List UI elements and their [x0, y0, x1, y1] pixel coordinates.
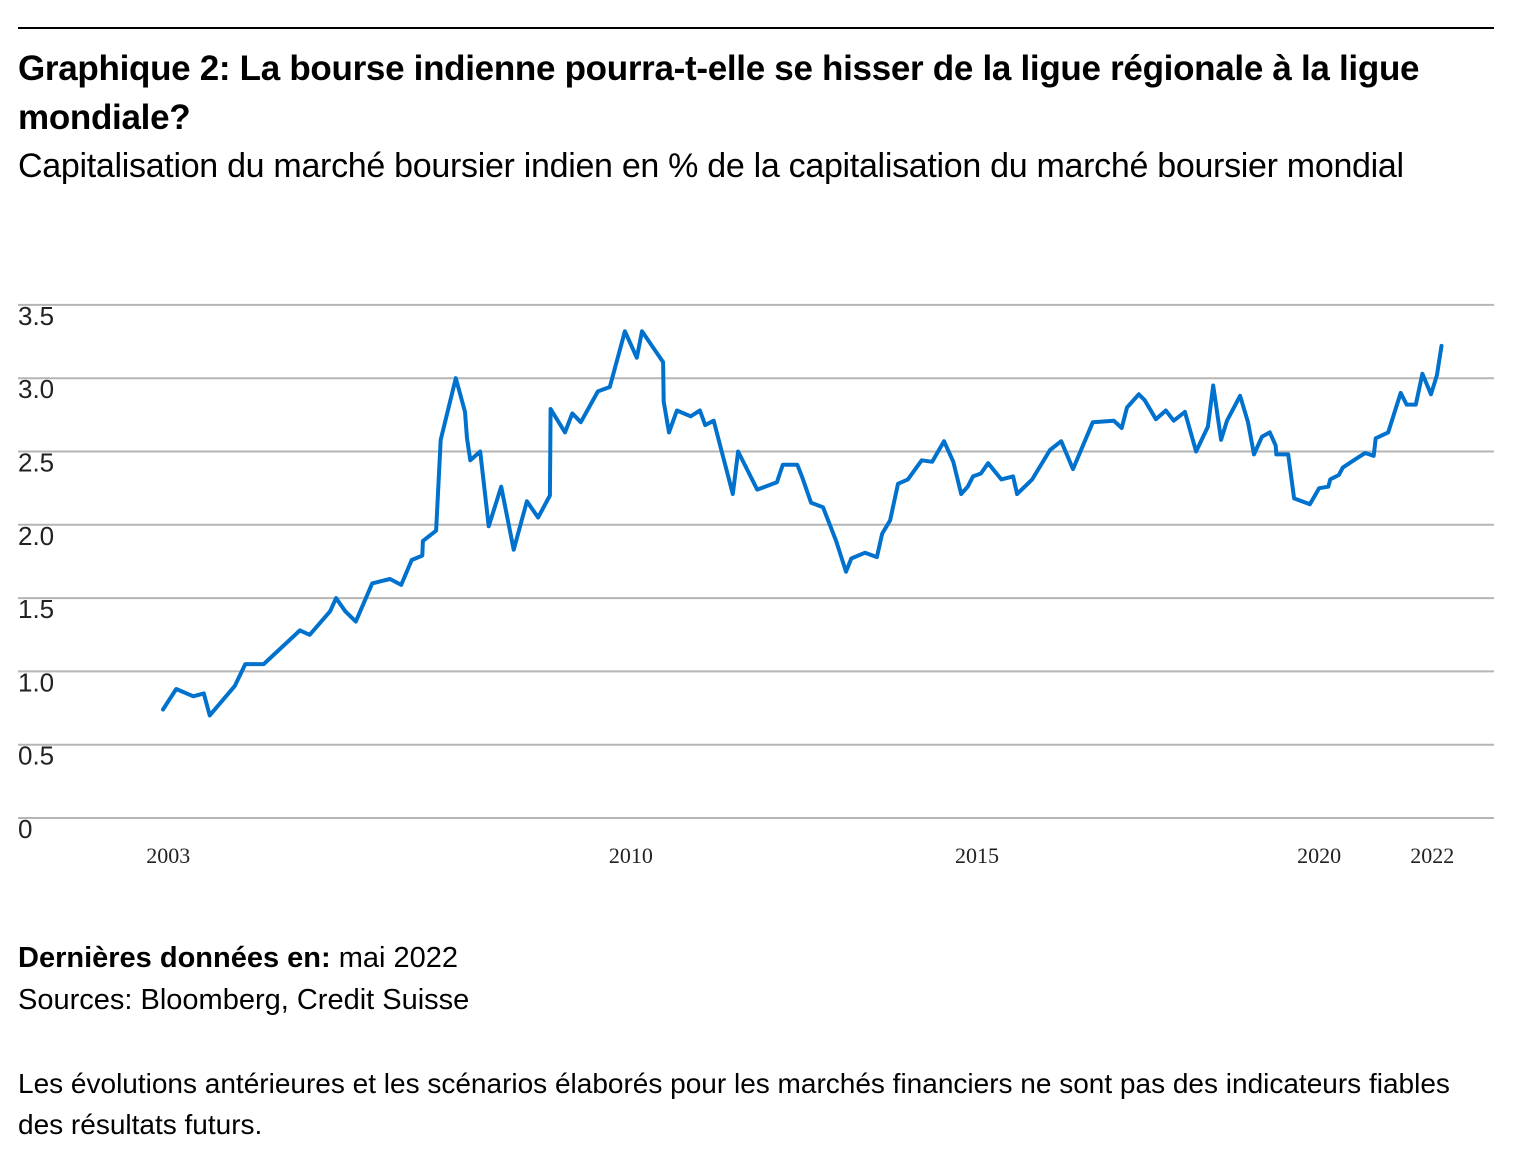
x-tick-label: 2015	[955, 843, 999, 868]
y-tick-label: 3.0	[18, 374, 54, 404]
chart-title: Graphique 2: La bourse indienne pourra-t…	[18, 49, 1420, 137]
y-tick-label: 0	[18, 814, 32, 844]
top-rule	[18, 27, 1494, 29]
y-tick-label: 2.5	[18, 448, 54, 478]
gridlines	[18, 303, 1494, 819]
x-tick-label: 2010	[609, 843, 653, 868]
sources: Sources: Bloomberg, Credit Suisse	[18, 984, 470, 1016]
series-line-inde	[161, 329, 1444, 718]
y-tick-label: 0.5	[18, 741, 54, 771]
y-tick-label: 2.0	[18, 521, 54, 551]
last-data-note: Dernières données en: mai 2022	[18, 938, 458, 978]
last-data-label: Dernières données en:	[18, 942, 331, 974]
y-axis-ticks: 0 0.5 1.0 1.5 2.0 2.5 3.0 3.5	[18, 301, 54, 844]
x-axis-ticks: 2003 2010 2015 2020 2022	[146, 843, 1454, 868]
y-tick-label: 1.0	[18, 667, 54, 697]
x-tick-label: 2003	[146, 843, 190, 868]
y-tick-label: 1.5	[18, 594, 54, 624]
x-tick-label: 2022	[1410, 843, 1454, 868]
last-data-value: mai 2022	[338, 942, 459, 974]
x-tick-label: 2020	[1297, 843, 1341, 868]
chart-subtitle: Capitalisation du marché boursier indien…	[18, 147, 1404, 185]
disclaimer: Les évolutions antérieures et les scénar…	[18, 1068, 1450, 1140]
line-chart: 00.51.01.52.02.53.03.5 2003 2010 2015 2020 2…	[18, 301, 1494, 868]
y-tick-label: 3.5	[18, 301, 54, 331]
